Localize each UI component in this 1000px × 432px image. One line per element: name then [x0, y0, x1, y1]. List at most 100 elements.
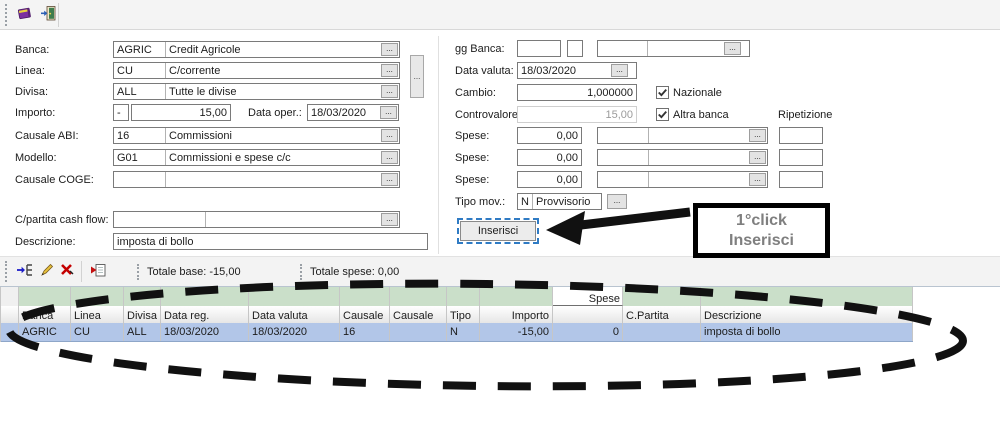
col-header-linea[interactable]: Linea: [71, 306, 124, 323]
toolbar-grip[interactable]: [5, 261, 7, 282]
cell-importo[interactable]: -15,00: [480, 323, 553, 341]
descrizione-value[interactable]: imposta di bollo: [117, 235, 194, 248]
cell-divisa[interactable]: ALL: [124, 323, 161, 341]
linea-combo[interactable]: CU C/corrente ...: [113, 62, 400, 79]
banca-code[interactable]: AGRIC: [114, 42, 166, 57]
data-oper-lookup-button[interactable]: ...: [380, 106, 397, 119]
modello-lookup-button[interactable]: ...: [381, 151, 398, 164]
panel-grip: [137, 263, 139, 280]
modello-combo[interactable]: G01 Commissioni e spese c/c ...: [113, 149, 400, 166]
cell-descrizione[interactable]: imposta di bollo: [701, 323, 913, 341]
col-header-causale-1[interactable]: Causale: [340, 306, 390, 323]
spese2-lookup-button[interactable]: ...: [749, 151, 766, 164]
col-header-banca[interactable]: Banca: [19, 306, 71, 323]
cell-tipo[interactable]: N: [447, 323, 480, 341]
spese1-field[interactable]: 0,00: [517, 127, 582, 144]
spese3-lookup-button[interactable]: ...: [749, 173, 766, 186]
col-header-tipo[interactable]: Tipo: [447, 306, 480, 323]
data-oper-value[interactable]: 18/03/2020: [311, 106, 367, 119]
causale-abi-desc[interactable]: Commissioni: [169, 129, 232, 142]
gg-banca-field1[interactable]: [517, 40, 561, 57]
delete-button[interactable]: [56, 260, 78, 282]
side-lookup-button[interactable]: ...: [410, 55, 424, 98]
col-header-data-reg[interactable]: Data reg.: [161, 306, 249, 323]
tipo-mov-code[interactable]: N: [518, 194, 533, 209]
edit-button[interactable]: [36, 260, 58, 282]
divisa-combo[interactable]: ALL Tutte le divise ...: [113, 83, 400, 100]
divisa-lookup-button[interactable]: ...: [381, 85, 398, 98]
cell-spese[interactable]: 0: [553, 323, 623, 341]
gg-banca-combo[interactable]: ...: [597, 40, 750, 57]
cell-data-valuta[interactable]: 18/03/2020: [249, 323, 340, 341]
causale-abi-combo[interactable]: 16 Commissioni ...: [113, 127, 400, 144]
col-header-data-valuta[interactable]: Data valuta: [249, 306, 340, 323]
causale-coge-combo[interactable]: ...: [113, 171, 400, 188]
exit-button[interactable]: [37, 4, 59, 26]
insert-record-button[interactable]: [14, 260, 36, 282]
linea-desc[interactable]: C/corrente: [169, 64, 221, 77]
data-valuta-value[interactable]: 18/03/2020: [521, 64, 577, 77]
data-valuta-lookup-button[interactable]: ...: [611, 64, 628, 77]
cpartita-code[interactable]: [114, 212, 206, 227]
col-header-cpartita[interactable]: C.Partita: [623, 306, 701, 323]
gg-banca-code[interactable]: [598, 41, 648, 56]
descrizione-field[interactable]: imposta di bollo: [113, 233, 428, 250]
grid-selected-row[interactable]: AGRIC CU ALL 18/03/2020 18/03/2020 16 N …: [1, 323, 913, 342]
spese2-field[interactable]: 0,00: [517, 149, 582, 166]
tipo-mov-combo[interactable]: N Provvisorio: [517, 193, 602, 210]
cell-cpartita[interactable]: [623, 323, 701, 341]
tipo-mov-desc[interactable]: Provvisorio: [536, 195, 591, 208]
banca-combo[interactable]: AGRIC Credit Agricole ...: [113, 41, 400, 58]
copy-record-button[interactable]: [87, 260, 109, 282]
cell-causale-1[interactable]: 16: [340, 323, 390, 341]
spese1-combo[interactable]: ...: [597, 127, 768, 144]
cell-linea[interactable]: CU: [71, 323, 124, 341]
importo-field[interactable]: 15,00: [131, 104, 231, 121]
divisa-desc[interactable]: Tutte le divise: [169, 85, 237, 98]
modello-desc[interactable]: Commissioni e spese c/c: [169, 151, 291, 164]
toolbar-grip[interactable]: [5, 4, 7, 26]
spese1-lookup-button[interactable]: ...: [749, 129, 766, 142]
row-selector-cell[interactable]: [1, 323, 19, 341]
spese3-field[interactable]: 0,00: [517, 171, 582, 188]
banca-lookup-button[interactable]: ...: [381, 43, 398, 56]
spese2-ripetizione-field[interactable]: [779, 149, 823, 166]
causale-abi-code[interactable]: 16: [114, 128, 166, 143]
cpartita-combo[interactable]: ...: [113, 211, 400, 228]
col-header-divisa[interactable]: Divisa: [124, 306, 161, 323]
col-header-importo[interactable]: Importo: [480, 306, 553, 323]
data-oper-field[interactable]: 18/03/2020 ...: [307, 104, 399, 121]
col-header-causale-2[interactable]: Causale: [390, 306, 447, 323]
spese1-ripetizione-field[interactable]: [779, 127, 823, 144]
causale-abi-lookup-button[interactable]: ...: [381, 129, 398, 142]
cambio-field[interactable]: 1,000000: [517, 84, 637, 101]
spese3-combo[interactable]: ...: [597, 171, 768, 188]
spese3-code[interactable]: [598, 172, 649, 187]
causale-coge-lookup-button[interactable]: ...: [381, 173, 398, 186]
col-header-descrizione[interactable]: Descrizione: [701, 306, 913, 323]
cell-banca[interactable]: AGRIC: [19, 323, 71, 341]
help-book-button[interactable]: [13, 4, 35, 26]
importo-sign-field[interactable]: -: [113, 104, 129, 121]
divisa-code[interactable]: ALL: [114, 84, 166, 99]
data-valuta-field[interactable]: 18/03/2020 ...: [517, 62, 637, 79]
spese1-code[interactable]: [598, 128, 649, 143]
inserisci-button[interactable]: Inserisci: [457, 218, 539, 244]
linea-lookup-button[interactable]: ...: [381, 64, 398, 77]
gg-banca-lookup-button[interactable]: ...: [724, 42, 741, 55]
modello-code[interactable]: G01: [114, 150, 166, 165]
cell-causale-2[interactable]: [390, 323, 447, 341]
altra-banca-checkbox[interactable]: [656, 108, 669, 121]
nazionale-checkbox[interactable]: [656, 86, 669, 99]
spese2-code[interactable]: [598, 150, 649, 165]
cpartita-lookup-button[interactable]: ...: [381, 213, 398, 226]
banca-desc[interactable]: Credit Agricole: [169, 43, 241, 56]
cell-data-reg[interactable]: 18/03/2020: [161, 323, 249, 341]
col-header-spese[interactable]: [553, 306, 623, 323]
spese3-ripetizione-field[interactable]: [779, 171, 823, 188]
gg-banca-field2[interactable]: [567, 40, 583, 57]
linea-code[interactable]: CU: [114, 63, 166, 78]
causale-coge-code[interactable]: [114, 172, 166, 187]
spese2-combo[interactable]: ...: [597, 149, 768, 166]
tipo-mov-lookup-button[interactable]: ...: [607, 194, 627, 209]
